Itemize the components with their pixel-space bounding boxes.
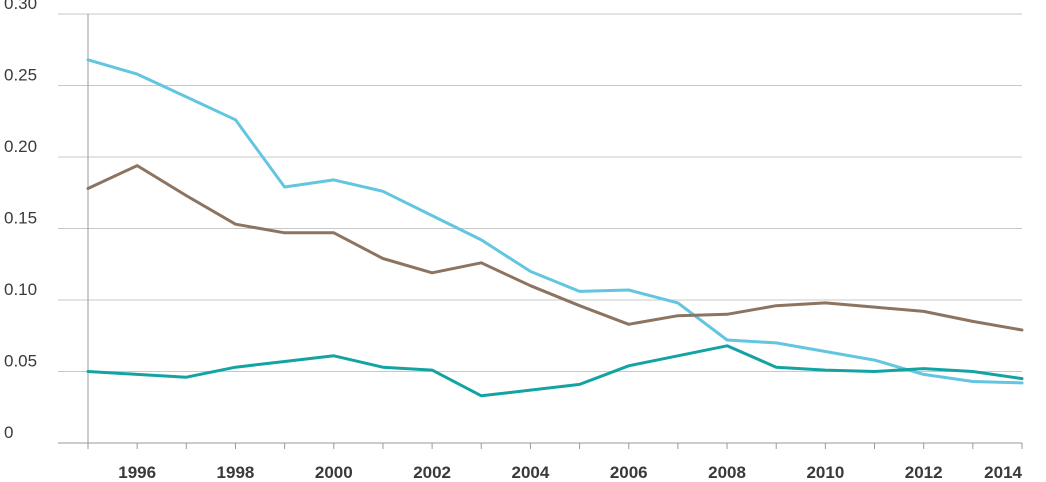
x-tick-label: 2004: [512, 463, 550, 482]
series-line-1: [86, 58, 1024, 385]
x-tick-label: 1996: [118, 463, 156, 482]
y-tick-label: 0.20: [4, 137, 37, 156]
y-tick-label: 0.10: [4, 280, 37, 299]
series-line-2: [86, 164, 1024, 332]
y-tick-label: 0.15: [4, 209, 37, 228]
x-tick-label: 1998: [217, 463, 255, 482]
gridlines: [58, 13, 1022, 444]
x-tick-label: 2010: [806, 463, 844, 482]
x-tick-label: 2012: [905, 463, 943, 482]
y-tick-labels: 0 0.05 0.10 0.15 0.20 0.25 0.30: [4, 0, 37, 442]
axes: [87, 14, 1023, 449]
x-tick-label: 2006: [610, 463, 648, 482]
x-tick-label: 2008: [708, 463, 746, 482]
x-tick-label: 2000: [315, 463, 353, 482]
y-tick-label: 0.30: [4, 0, 37, 13]
x-tick-labels: 1996 1998 2000 2002 2004 2006 2008 2010 2012 2014: [118, 463, 1022, 482]
x-tick-label: 2002: [413, 463, 451, 482]
y-tick-label: 0.05: [4, 352, 37, 371]
y-tick-label: 0.25: [4, 66, 37, 85]
series-line-3: [86, 344, 1024, 398]
series-lines: [86, 58, 1024, 398]
y-tick-label: 0: [4, 423, 13, 442]
x-tick-label: 2014: [984, 463, 1022, 482]
